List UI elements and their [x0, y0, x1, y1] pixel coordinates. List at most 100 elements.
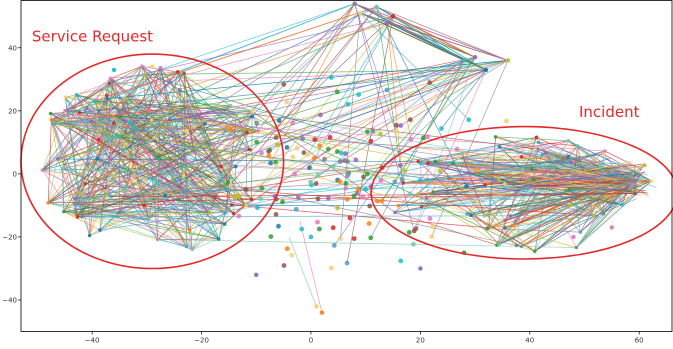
connection-line	[189, 212, 226, 231]
data-point	[184, 159, 188, 163]
connection-line	[143, 12, 361, 206]
connection-line	[50, 106, 121, 114]
connection-line	[307, 16, 394, 155]
data-point	[353, 157, 359, 163]
data-point	[503, 226, 507, 230]
connection-line	[495, 136, 633, 172]
data-point	[102, 86, 107, 91]
data-point	[345, 173, 350, 179]
data-point	[521, 167, 525, 172]
data-point	[280, 199, 285, 205]
connection-line	[104, 74, 146, 89]
data-point	[620, 203, 624, 207]
data-point	[384, 87, 390, 93]
connection-line	[42, 60, 465, 171]
connection-line	[94, 100, 115, 124]
data-point	[508, 214, 512, 218]
data-point	[281, 82, 287, 87]
data-point	[483, 67, 489, 73]
data-point	[60, 166, 65, 171]
data-point	[250, 109, 254, 113]
connection-line	[79, 12, 361, 194]
data-point	[444, 190, 450, 196]
data-point	[183, 189, 187, 193]
data-point	[365, 129, 370, 135]
connection-line	[386, 60, 508, 91]
data-point	[567, 187, 572, 192]
data-point	[281, 263, 287, 268]
connection-line	[113, 71, 179, 124]
connection-line	[458, 155, 569, 158]
data-point	[465, 212, 470, 216]
data-point	[142, 203, 146, 208]
connection-line	[183, 73, 194, 151]
data-point	[407, 117, 413, 123]
connection-line	[403, 165, 631, 184]
data-point	[411, 241, 416, 247]
data-point	[393, 129, 399, 134]
data-point	[398, 163, 403, 169]
connection-line	[183, 73, 233, 206]
data-point	[187, 228, 192, 232]
data-point	[117, 210, 122, 215]
x-axis-ticks: −40 −20 0 20 40 60	[85, 331, 644, 345]
data-point	[123, 188, 127, 193]
data-point	[319, 310, 325, 315]
data-point	[326, 195, 331, 201]
connection-line	[625, 165, 646, 181]
connection-line	[104, 88, 145, 206]
connection-line	[144, 56, 476, 181]
data-point	[601, 152, 606, 156]
data-point	[300, 136, 305, 142]
connection-line	[106, 95, 180, 201]
data-point	[343, 181, 349, 186]
data-point	[416, 159, 421, 164]
data-point	[203, 122, 207, 126]
connection-line	[227, 188, 594, 216]
connection-line	[106, 113, 237, 140]
connection-line	[47, 127, 135, 204]
data-point	[374, 4, 379, 9]
data-point	[503, 218, 507, 223]
data-point	[273, 135, 279, 141]
data-point	[327, 135, 333, 140]
data-point	[207, 210, 212, 215]
connection-line	[637, 177, 652, 182]
data-point	[343, 185, 349, 191]
connection-line	[634, 184, 646, 194]
data-point	[295, 195, 301, 200]
data-point	[511, 224, 515, 228]
connection-line	[51, 119, 76, 205]
data-point	[649, 179, 654, 183]
connection-line	[224, 199, 252, 225]
connection-line	[600, 166, 629, 179]
data-point	[460, 151, 464, 156]
data-point	[305, 152, 310, 157]
connection-line	[534, 176, 637, 252]
connection-line	[99, 212, 120, 231]
data-point	[51, 122, 56, 126]
data-point	[392, 179, 398, 185]
connection-line	[220, 56, 476, 168]
data-point	[591, 213, 595, 218]
connection-line	[218, 212, 226, 239]
y-tick-label: −40	[2, 296, 17, 304]
data-point	[433, 159, 438, 164]
data-point	[330, 164, 336, 169]
connection-line	[376, 6, 509, 61]
data-point	[370, 128, 376, 134]
connection-line	[534, 160, 580, 252]
data-point	[424, 196, 429, 200]
data-point	[247, 147, 252, 152]
connection-line	[275, 6, 377, 138]
data-point	[49, 118, 54, 122]
data-point	[89, 119, 93, 124]
data-point	[182, 71, 186, 76]
connection-line	[106, 65, 143, 96]
data-point	[109, 194, 114, 199]
data-point	[337, 179, 343, 184]
annotation-service-request: Service Request	[32, 28, 153, 46]
data-point	[566, 154, 571, 159]
data-point	[191, 149, 196, 153]
cluster-annotations: Service Request Incident	[32, 28, 640, 122]
